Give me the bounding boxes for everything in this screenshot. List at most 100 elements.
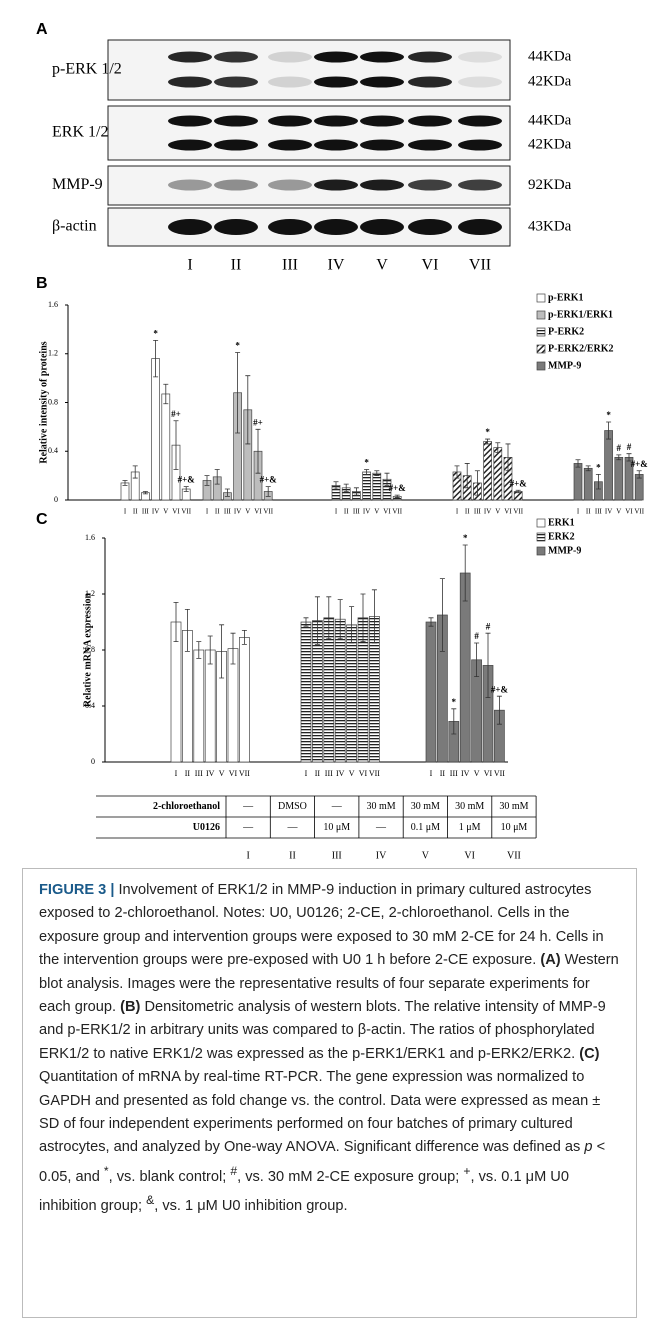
bar	[239, 637, 249, 762]
significance-mark: *	[452, 697, 457, 707]
significance-mark: #+&	[260, 475, 278, 485]
x-tick-label: I	[430, 769, 433, 778]
bar	[194, 650, 204, 762]
x-tick-label: VI	[484, 769, 493, 778]
table-cell: 30 mM	[411, 801, 440, 812]
blot-band	[314, 219, 358, 235]
significance-mark: *	[364, 458, 369, 468]
y-tick-label: 1.2	[85, 589, 95, 598]
table-column-label: V	[422, 850, 430, 861]
table-cell: —	[286, 822, 298, 833]
blot-band	[458, 219, 502, 235]
caption-text: Involvement of ERK1/2 in MMP-9 induction…	[39, 882, 604, 968]
x-tick-label: III	[450, 769, 458, 778]
significance-mark: *	[485, 427, 490, 437]
bar	[228, 649, 238, 762]
x-tick-label: IV	[206, 769, 215, 778]
x-tick-label: II	[344, 508, 349, 516]
legend-label: P-ERK2	[548, 326, 584, 337]
legend-swatch	[537, 311, 545, 319]
x-tick-label: VII	[369, 769, 380, 778]
x-tick-label: IV	[461, 769, 470, 778]
bar	[426, 622, 436, 762]
table-cell: 0.1 μM	[411, 822, 440, 833]
bar	[615, 457, 623, 500]
x-tick-label: IV	[484, 508, 491, 516]
legend-swatch	[537, 328, 545, 336]
blot-band	[314, 116, 358, 127]
table-cell: 30 mM	[366, 801, 395, 812]
caption-text: , vs. blank control;	[109, 1169, 231, 1185]
legend-swatch	[537, 533, 545, 541]
blot-band	[214, 219, 258, 235]
significance-mark: #+&	[631, 459, 649, 469]
blot-row-label: MMP-9	[52, 176, 103, 193]
x-tick-label: II	[465, 508, 470, 516]
blot-band	[360, 77, 404, 88]
x-tick-label: III	[224, 508, 232, 516]
panel-label: B	[36, 275, 48, 292]
bar	[324, 618, 334, 762]
table-row-label: 2-chloroethanol	[153, 801, 220, 812]
table-cell: —	[242, 801, 254, 812]
caption-sup: +	[463, 1164, 470, 1178]
blot-band	[168, 77, 212, 88]
table-column-label: I	[246, 850, 249, 861]
blot-size: 92KDa	[528, 177, 572, 193]
legend-swatch	[537, 547, 545, 555]
table-row-label: U0126	[193, 822, 220, 833]
x-tick-label: VII	[263, 508, 273, 516]
significance-mark: #	[617, 443, 622, 453]
legend-label: p-ERK1/ERK1	[548, 309, 613, 320]
significance-mark: #+&	[178, 475, 196, 485]
x-tick-label: IV	[605, 508, 612, 516]
y-tick-label: 0	[54, 495, 58, 504]
y-tick-label: 0.8	[48, 397, 58, 406]
x-tick-label: IV	[152, 508, 159, 516]
bar	[584, 468, 592, 500]
blot-band	[360, 219, 404, 235]
lane-label: VII	[469, 257, 491, 274]
blot-frame	[108, 40, 510, 100]
bar	[347, 625, 357, 762]
blot-band	[268, 180, 312, 191]
blot-band	[408, 52, 452, 63]
x-tick-label: V	[474, 769, 480, 778]
x-tick-label: V	[616, 508, 621, 516]
blot-band	[314, 52, 358, 63]
significance-mark: *	[463, 533, 468, 543]
bar	[301, 622, 311, 762]
lane-label: I	[187, 257, 192, 274]
legend-swatch	[537, 345, 545, 353]
x-tick-label: VI	[172, 508, 180, 516]
significance-mark: #+&	[491, 684, 509, 694]
significance-mark: *	[596, 462, 601, 472]
x-tick-label: V	[163, 508, 168, 516]
x-tick-label: I	[456, 508, 459, 516]
blot-size: 44KDa	[528, 112, 572, 128]
blot-band	[168, 52, 212, 63]
blot-band	[168, 116, 212, 127]
significance-mark: #+	[253, 417, 263, 427]
x-tick-label: V	[245, 508, 250, 516]
caption-text: Quantitation of mRNA by real-time RT-PCR…	[39, 1069, 600, 1155]
x-tick-label: I	[124, 508, 127, 516]
x-tick-label: VI	[383, 508, 391, 516]
significance-mark: #	[627, 442, 632, 452]
x-tick-label: III	[474, 508, 482, 516]
x-tick-label: V	[349, 769, 355, 778]
x-tick-label: VI	[254, 508, 262, 516]
x-tick-label: IV	[336, 769, 345, 778]
significance-mark: *	[235, 341, 240, 351]
table-cell: —	[331, 801, 343, 812]
blot-band	[268, 52, 312, 63]
x-tick-label: II	[315, 769, 321, 778]
significance-mark: #	[474, 631, 479, 641]
x-tick-label: I	[175, 769, 178, 778]
blot-band	[214, 180, 258, 191]
bar	[363, 472, 371, 500]
significance-mark: *	[606, 410, 611, 420]
blot-band	[458, 77, 502, 88]
table-cell: 30 mM	[455, 801, 484, 812]
table-cell: —	[375, 822, 387, 833]
